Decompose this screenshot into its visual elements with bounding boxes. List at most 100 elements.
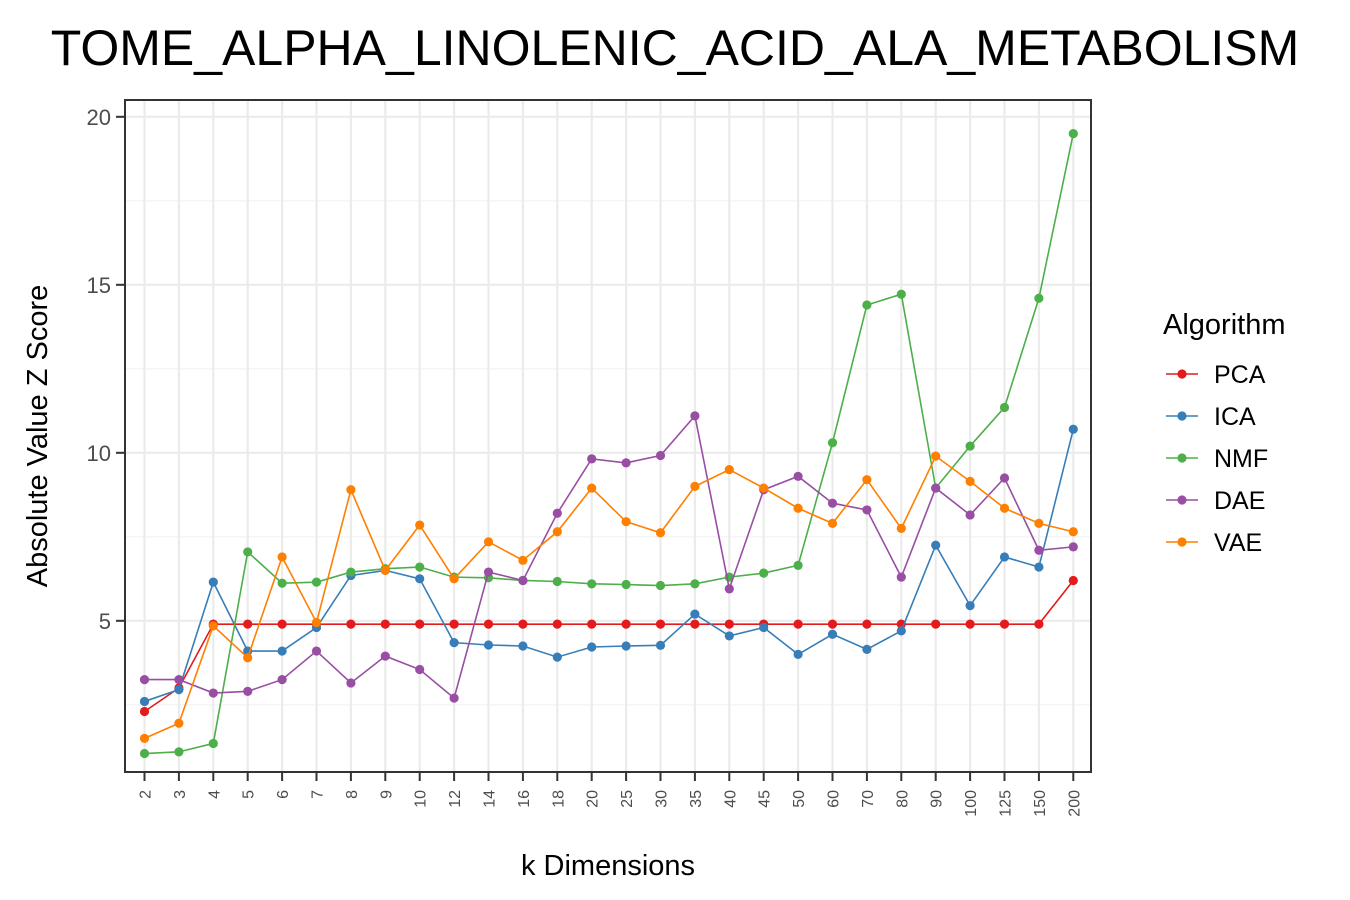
x-axis: 2 3 4 5 6 7 8 9 10 12 14 16 18 20 25 30 35 40 45 50 60 70 80 90… xyxy=(138,772,1083,817)
x-tick-label: 16 xyxy=(516,790,533,808)
data-point-vae xyxy=(277,552,287,562)
data-point-pca xyxy=(1034,619,1044,629)
data-point-ica xyxy=(999,552,1010,562)
grid-lines xyxy=(125,100,1091,772)
series-line-nmf xyxy=(144,133,1075,755)
data-point-ica xyxy=(1068,424,1078,434)
data-point-vae xyxy=(518,555,528,565)
data-point-dae xyxy=(552,508,562,518)
chart-title: TOME_ALPHA_LINOLENIC_ACID_ALA_METABOLISM xyxy=(50,20,1300,76)
data-point-dae xyxy=(1034,545,1044,555)
x-tick-label: 10 xyxy=(413,790,430,808)
data-point-vae xyxy=(552,527,562,537)
data-point-ica xyxy=(208,577,218,587)
data-point-dae xyxy=(277,675,287,685)
data-point-dae xyxy=(208,688,218,698)
data-point-vae xyxy=(827,518,838,528)
data-point-pca xyxy=(243,619,253,629)
legend-item-nmf: NMF xyxy=(1166,445,1268,473)
x-tick-label: 40 xyxy=(722,790,739,808)
data-point-vae xyxy=(862,475,872,485)
x-tick-label: 4 xyxy=(206,790,223,799)
data-point-ica xyxy=(965,601,975,611)
y-tick-label: 10 xyxy=(87,441,111,466)
data-point-dae xyxy=(380,651,390,661)
data-point-nmf xyxy=(896,289,906,299)
data-point-vae xyxy=(243,653,253,663)
plot-border xyxy=(124,99,1092,773)
y-axis: 5 10 15 20 xyxy=(87,105,125,634)
x-tick-label: 3 xyxy=(172,790,189,799)
x-tick-label: 30 xyxy=(654,790,671,808)
x-tick-label: 8 xyxy=(344,790,361,799)
data-point-nmf xyxy=(655,580,666,591)
data-point-pca xyxy=(1068,575,1078,586)
data-point-nmf xyxy=(690,579,700,589)
data-point-pca xyxy=(483,619,494,629)
data-point-vae xyxy=(793,503,803,513)
data-point-pca xyxy=(999,619,1010,629)
data-point-pca xyxy=(862,619,872,629)
data-point-pca xyxy=(931,619,941,629)
data-point-ica xyxy=(1034,562,1044,572)
data-point-dae xyxy=(587,454,597,464)
x-tick-label: 18 xyxy=(550,790,567,808)
x-tick-label: 200 xyxy=(1066,790,1083,817)
data-point-pca xyxy=(965,619,975,629)
data-point-vae xyxy=(346,485,356,495)
data-point-nmf xyxy=(999,402,1010,413)
data-point-dae xyxy=(174,675,184,685)
data-point-pca xyxy=(346,619,356,629)
data-point-nmf xyxy=(346,567,356,577)
data-point-nmf xyxy=(1068,129,1078,139)
data-point-ica xyxy=(896,626,906,636)
x-tick-label: 70 xyxy=(860,790,877,808)
x-tick-label: 35 xyxy=(688,790,705,808)
data-point-ica xyxy=(793,649,803,660)
data-point-pca xyxy=(655,619,666,629)
data-point-pca xyxy=(415,619,425,629)
data-point-vae xyxy=(208,621,218,631)
data-point-dae xyxy=(655,450,666,461)
data-point-vae xyxy=(1068,527,1078,537)
data-point-ica xyxy=(587,642,597,652)
x-tick-label: 125 xyxy=(998,790,1015,817)
data-point-nmf xyxy=(862,300,872,310)
data-point-vae xyxy=(380,565,390,576)
legend-item-dae: DAE xyxy=(1166,487,1265,515)
series-dae xyxy=(139,411,1078,703)
x-tick-label: 6 xyxy=(275,790,292,799)
data-point-vae xyxy=(759,483,769,493)
data-point-dae xyxy=(827,498,838,508)
x-tick-label: 150 xyxy=(1032,790,1049,817)
data-point-vae xyxy=(415,520,425,530)
legend: Algorithm PCA ICA NMF DAE VAE xyxy=(1163,309,1286,557)
data-point-dae xyxy=(999,473,1010,483)
data-point-nmf xyxy=(174,747,184,757)
x-tick-label: 100 xyxy=(963,790,980,817)
data-point-vae xyxy=(931,451,941,461)
data-point-nmf xyxy=(759,568,769,578)
data-point-ica xyxy=(655,640,666,650)
data-point-dae xyxy=(724,584,734,594)
x-tick-label: 12 xyxy=(447,790,464,808)
data-point-dae xyxy=(793,471,803,481)
data-point-pca xyxy=(518,619,528,629)
data-point-dae xyxy=(621,458,631,468)
x-tick-label: 7 xyxy=(310,790,327,799)
x-tick-label: 45 xyxy=(757,790,774,808)
data-point-pca xyxy=(690,619,700,629)
x-tick-label: 2 xyxy=(138,790,155,799)
data-point-pca xyxy=(587,619,597,629)
data-point-vae xyxy=(896,523,906,534)
y-tick-label: 20 xyxy=(87,105,111,130)
data-point-ica xyxy=(139,696,150,707)
data-point-dae xyxy=(965,510,975,520)
data-point-pca xyxy=(793,619,803,629)
data-point-pca xyxy=(139,706,150,717)
data-point-pca xyxy=(827,619,838,629)
data-point-vae xyxy=(449,574,459,584)
series-line-pca xyxy=(144,579,1074,713)
series-line-vae xyxy=(144,454,1074,740)
data-point-dae xyxy=(518,575,528,586)
